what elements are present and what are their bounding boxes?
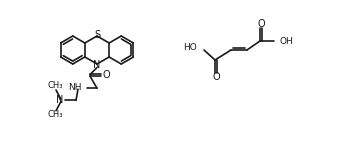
Text: O: O [103,70,110,80]
Text: N: N [93,60,101,70]
Text: S: S [94,30,100,40]
Text: OH: OH [280,36,294,46]
Text: HO: HO [183,43,197,52]
Text: N: N [56,95,63,105]
Text: O: O [212,72,220,82]
Text: CH₃: CH₃ [47,82,63,91]
Text: CH₃: CH₃ [47,110,63,119]
Text: O: O [257,19,265,29]
Text: NH: NH [69,83,82,92]
